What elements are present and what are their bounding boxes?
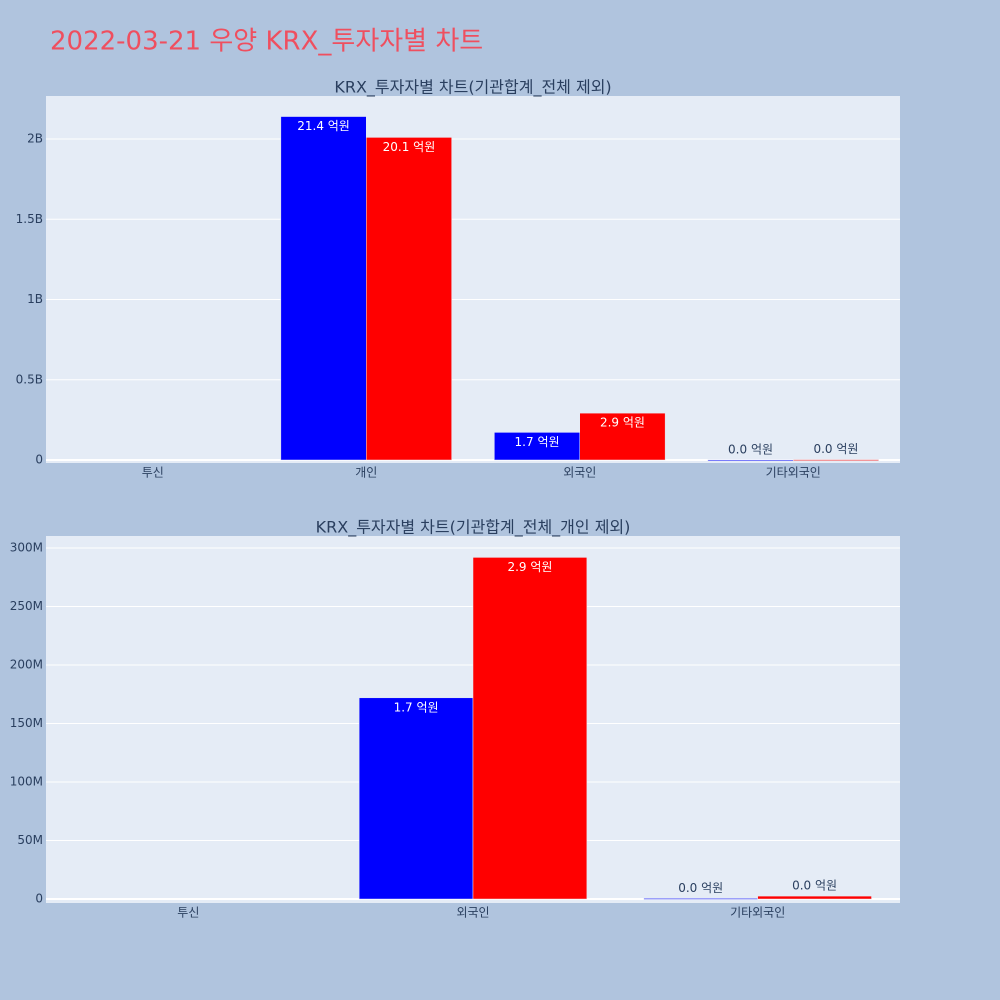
y-tick-label: 2B <box>27 132 43 146</box>
y-tick-label: 0 <box>35 452 43 466</box>
data-label: 21.4 억원 <box>297 119 350 133</box>
bar <box>643 898 758 900</box>
y-tick-label: 250M <box>10 599 43 613</box>
bar <box>757 895 872 900</box>
bar <box>793 459 879 461</box>
bar <box>358 697 474 900</box>
x-tick-label: 기타외국인 <box>730 906 785 920</box>
data-label: 2.9 억원 <box>507 560 552 574</box>
y-tick-label: 300M <box>10 541 43 555</box>
data-label: 0.0 억원 <box>792 879 837 893</box>
bar <box>494 432 581 461</box>
y-tick-label: 150M <box>10 716 43 730</box>
x-tick-label: 개인 <box>355 466 377 480</box>
x-tick-label: 기타외국인 <box>766 466 821 480</box>
bar <box>472 557 588 900</box>
y-tick-label: 100M <box>10 775 43 789</box>
x-tick-label: 외국인 <box>456 906 489 920</box>
bar <box>579 412 666 461</box>
x-tick-label: 외국인 <box>563 466 596 480</box>
bar <box>707 459 794 462</box>
data-label: 0.0 억원 <box>813 442 858 456</box>
x-tick-label: 투신 <box>177 906 199 920</box>
x-tick-label: 투신 <box>142 466 164 480</box>
y-tick-label: 0.5B <box>16 372 43 386</box>
data-label: 0.0 억원 <box>678 881 723 895</box>
bar <box>366 137 452 461</box>
bar <box>280 116 367 461</box>
page-title: 2022-03-21 우양 KRX_투자자별 차트 <box>50 27 483 57</box>
y-tick-label: 0 <box>35 892 43 906</box>
chart-title: KRX_투자자별 차트(기관합계_전체_개인 제외) <box>316 518 631 538</box>
y-tick-label: 1.5B <box>16 212 43 226</box>
plot-area <box>46 96 900 463</box>
data-label: 20.1 억원 <box>383 140 436 154</box>
y-tick-label: 50M <box>17 833 43 847</box>
y-tick-label: 1B <box>27 292 43 306</box>
data-label: 1.7 억원 <box>394 700 439 714</box>
y-tick-label: 200M <box>10 658 43 672</box>
data-label: 2.9 억원 <box>600 416 645 430</box>
chart-title: KRX_투자자별 차트(기관합계_전체 제외) <box>334 78 611 98</box>
data-label: 1.7 억원 <box>515 435 560 449</box>
data-label: 0.0 억원 <box>728 442 773 456</box>
